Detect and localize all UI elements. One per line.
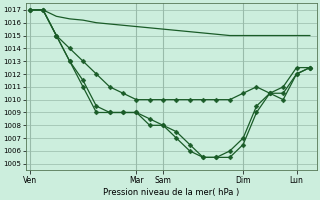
- X-axis label: Pression niveau de la mer( hPa ): Pression niveau de la mer( hPa ): [103, 188, 239, 197]
